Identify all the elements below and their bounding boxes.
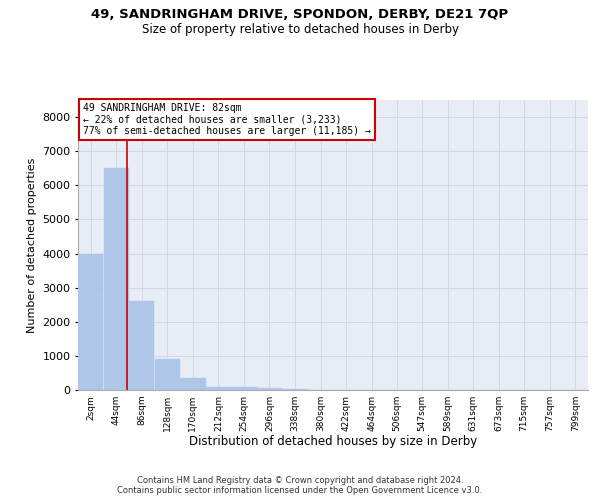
Bar — [104, 168, 129, 390]
Bar — [206, 386, 231, 390]
Text: 49, SANDRINGHAM DRIVE, SPONDON, DERBY, DE21 7QP: 49, SANDRINGHAM DRIVE, SPONDON, DERBY, D… — [91, 8, 509, 20]
Bar — [129, 302, 154, 390]
Bar — [257, 388, 282, 390]
Bar — [155, 360, 180, 390]
Bar — [78, 254, 103, 390]
Bar — [232, 388, 257, 390]
Text: Size of property relative to detached houses in Derby: Size of property relative to detached ho… — [142, 22, 458, 36]
Text: Distribution of detached houses by size in Derby: Distribution of detached houses by size … — [189, 435, 477, 448]
Bar — [180, 378, 205, 390]
Text: Contains HM Land Registry data © Crown copyright and database right 2024.
Contai: Contains HM Land Registry data © Crown c… — [118, 476, 482, 495]
Y-axis label: Number of detached properties: Number of detached properties — [26, 158, 37, 332]
Text: 49 SANDRINGHAM DRIVE: 82sqm
← 22% of detached houses are smaller (3,233)
77% of : 49 SANDRINGHAM DRIVE: 82sqm ← 22% of det… — [83, 103, 371, 136]
